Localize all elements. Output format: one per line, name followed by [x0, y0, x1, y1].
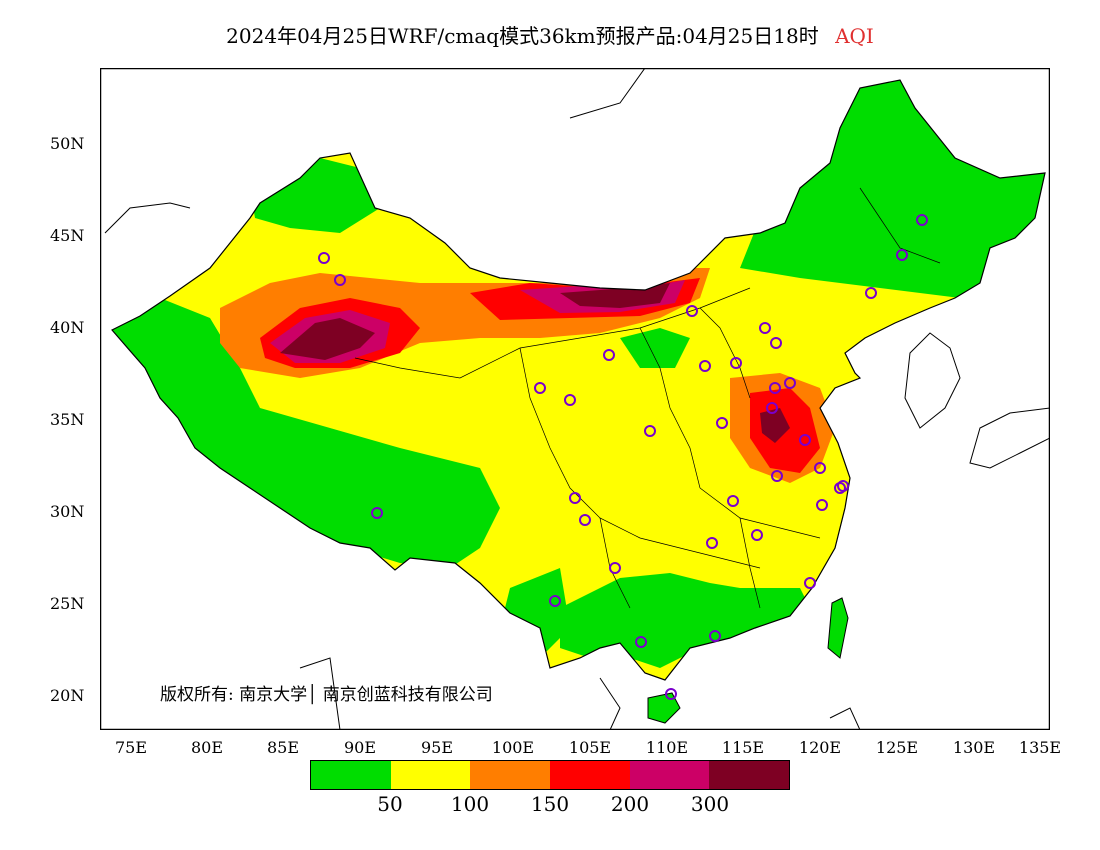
station-marker: [706, 537, 718, 549]
lon-label-125e: 125E: [875, 738, 919, 757]
legend-swatch-2: [470, 761, 551, 789]
legend-swatch-4: [629, 761, 710, 789]
lon-label-100e: 100E: [491, 738, 535, 757]
lat-label-40n: 40N: [50, 318, 85, 337]
taiwan-island: [827, 597, 849, 659]
legend-label-300: 300: [690, 792, 730, 816]
station-marker: [730, 357, 742, 369]
station-marker: [916, 214, 928, 226]
station-marker: [569, 492, 581, 504]
station-marker: [534, 382, 546, 394]
map-title: 2024年04月25日WRF/cmaq模式36km预报产品:04月25日18时 …: [0, 20, 1100, 49]
china-outline: [111, 79, 1046, 681]
station-marker: [834, 482, 846, 494]
lon-label-120e: 120E: [798, 738, 842, 757]
station-marker: [799, 434, 811, 446]
title-variable: AQI: [835, 24, 874, 48]
station-marker: [603, 349, 615, 361]
station-marker: [549, 595, 561, 607]
lon-label-90e: 90E: [343, 738, 377, 757]
copyright-text: 版权所有: 南京大学│ 南京创蓝科技有限公司: [160, 685, 493, 705]
station-marker: [816, 499, 828, 511]
korea-coastline: [904, 332, 961, 429]
lon-label-105e: 105E: [568, 738, 612, 757]
station-marker: [564, 394, 576, 406]
aqi-maroon-tarim: [280, 318, 375, 360]
legend-label-200: 200: [610, 792, 650, 816]
station-marker: [644, 425, 656, 437]
legend-swatch-0: [311, 761, 391, 789]
station-marker: [771, 470, 783, 482]
lon-label-80e: 80E: [190, 738, 224, 757]
aqi-green-tibet-west: [112, 298, 500, 568]
aqi-legend: [310, 760, 790, 790]
legend-label-100: 100: [450, 792, 490, 816]
lat-label-45n: 45N: [50, 226, 85, 245]
station-marker: [814, 462, 826, 474]
station-marker: [769, 382, 781, 394]
bay-of-bengal-coastline: [299, 657, 341, 730]
station-marker: [865, 287, 877, 299]
station-marker: [699, 360, 711, 372]
station-marker: [716, 417, 728, 429]
station-markers: [318, 214, 928, 700]
lat-label-30n: 30N: [50, 502, 85, 521]
legend-label-50: 50: [377, 792, 403, 816]
station-marker: [804, 577, 816, 589]
caspian-coastline: [104, 202, 191, 234]
lat-label-25n: 25N: [50, 594, 85, 613]
legend-swatch-1: [390, 761, 471, 789]
philippines-coastline: [829, 707, 861, 730]
title-main: 2024年04月25日WRF/cmaq模式36km预报产品:04月25日18时: [226, 24, 819, 48]
lat-label-35n: 35N: [50, 410, 85, 429]
lon-label-130e: 130E: [952, 738, 996, 757]
station-marker: [759, 322, 771, 334]
station-marker: [727, 495, 739, 507]
station-marker: [371, 507, 383, 519]
lon-label-85e: 85E: [266, 738, 300, 757]
station-marker: [665, 688, 677, 700]
aqi-green-loess: [620, 328, 690, 368]
station-marker: [784, 377, 796, 389]
lat-label-50n: 50N: [50, 134, 85, 153]
lon-label-110e: 110E: [645, 738, 689, 757]
lon-label-95e: 95E: [420, 738, 454, 757]
legend-swatch-5: [709, 761, 790, 789]
lon-label-115e: 115E: [721, 738, 765, 757]
map-frame: [100, 68, 1050, 730]
station-marker: [751, 529, 763, 541]
station-marker: [635, 636, 647, 648]
province-boundaries: [354, 187, 941, 609]
aqi-map: [100, 68, 1050, 730]
station-marker: [766, 402, 778, 414]
station-marker: [609, 562, 621, 574]
lon-label-135e: 135E: [1018, 738, 1062, 757]
sakhalin-coastline: [569, 68, 646, 119]
legend-swatch-3: [550, 761, 630, 789]
lon-label-75e: 75E: [114, 738, 148, 757]
station-marker: [318, 252, 330, 264]
station-marker: [686, 305, 698, 317]
indochina-coastline: [599, 677, 621, 730]
hainan-island: [647, 692, 681, 724]
station-marker: [709, 630, 721, 642]
station-marker: [896, 249, 908, 261]
station-marker: [770, 337, 782, 349]
station-marker: [334, 274, 346, 286]
legend-label-150: 150: [530, 792, 570, 816]
lat-label-20n: 20N: [50, 686, 85, 705]
aqi-green-south: [560, 573, 820, 668]
japan-coastline: [969, 407, 1050, 469]
aqi-maroon-shandong: [760, 408, 790, 443]
station-marker: [579, 514, 591, 526]
